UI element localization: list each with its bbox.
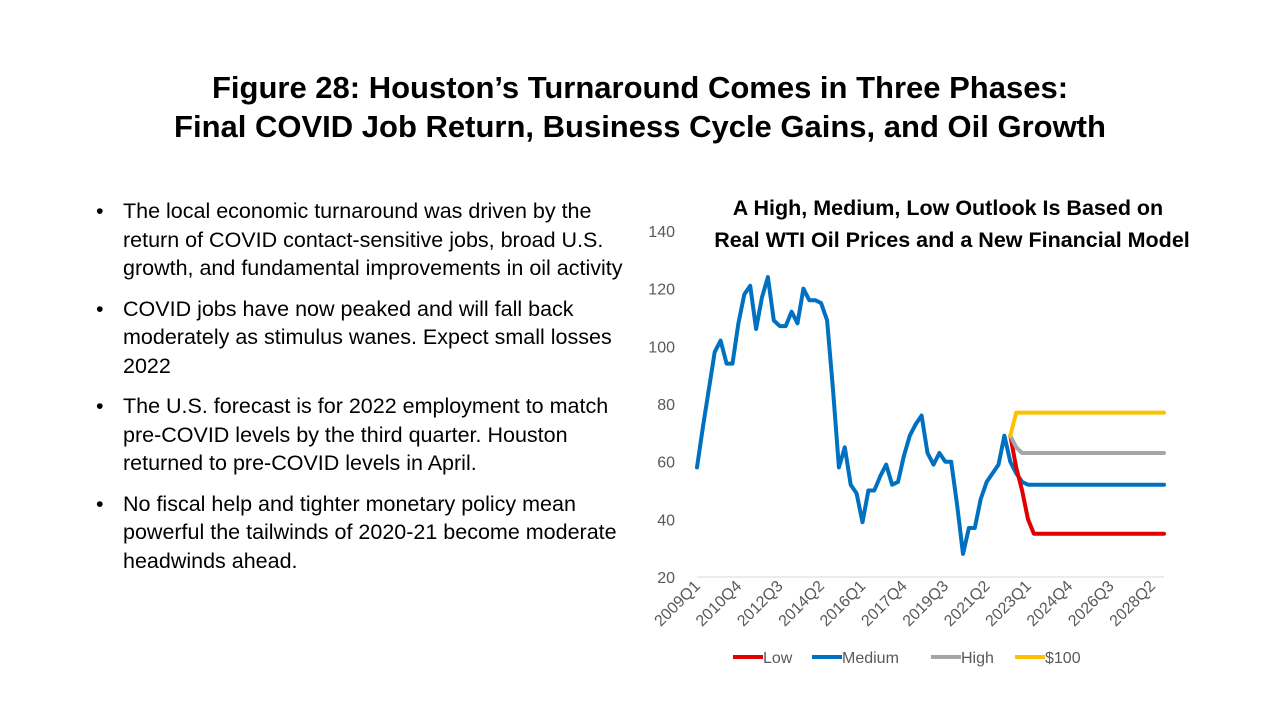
bullet-item: • The local economic turnaround was drive… <box>96 197 636 283</box>
x-axis: 2009Q12010Q42012Q32014Q22016Q12017Q42019… <box>652 578 1160 630</box>
legend-label-medium: Medium <box>842 650 899 667</box>
bullet-dot-icon: • <box>96 394 104 418</box>
y-axis: 20 40 60 80 100 120 140 <box>648 224 675 587</box>
y-tick-label: 40 <box>657 512 675 529</box>
series-line-100 <box>1008 410 1166 438</box>
bullet-dot-icon: • <box>96 199 104 223</box>
y-tick-label: 20 <box>657 570 675 587</box>
legend-label-100: $100 <box>1045 650 1081 667</box>
slide-title-line-2: Final COVID Job Return, Business Cycle G… <box>174 109 1106 144</box>
x-tick-label: 2028Q2 <box>1107 578 1159 630</box>
legend-label-high: High <box>961 650 994 667</box>
slide-title-line-1: Figure 28: Houston’s Turnaround Comes in… <box>211 70 1069 105</box>
bullet-text: COVID jobs have now peaked and will fall… <box>123 296 612 378</box>
bullet-dot-icon: • <box>96 491 104 516</box>
y-tick-label: 80 <box>657 397 675 414</box>
bullet-list: • The local economic turnaround was drive… <box>96 197 636 587</box>
series-line-low <box>1008 433 1166 536</box>
y-tick-label: 100 <box>648 339 675 356</box>
slide-title: Figure 28: Houston’s Turnaround Comes in… <box>0 68 1280 146</box>
bullet-text: The local economic turnaround was driven… <box>123 199 623 280</box>
series-line-high <box>1008 433 1166 455</box>
chart-title-line-1: A High, Medium, Low Outlook Is Based on <box>733 196 1163 220</box>
series-lines <box>695 275 1166 556</box>
y-tick-label: 60 <box>657 455 675 472</box>
bullet-text: No fiscal help and tighter monetary poli… <box>123 491 617 573</box>
bullet-text: The U.S. forecast is for 2022 employment… <box>123 394 609 475</box>
legend: Low Medium High $100 <box>733 650 1081 667</box>
bullet-item: • The U.S. forecast is for 2022 employmen… <box>96 392 636 478</box>
bullet-item: • No fiscal help and tighter monetary pol… <box>96 490 636 576</box>
legend-label-low: Low <box>763 650 793 667</box>
y-tick-label: 120 <box>648 282 675 299</box>
bullet-dot-icon: • <box>96 296 104 321</box>
bullet-item: • COVID jobs have now peaked and will fal… <box>96 295 636 381</box>
y-tick-label: 140 <box>648 224 675 241</box>
chart-title-line-2: Real WTI Oil Prices and a New Financial … <box>714 228 1190 252</box>
series-line-medium <box>695 275 1166 556</box>
